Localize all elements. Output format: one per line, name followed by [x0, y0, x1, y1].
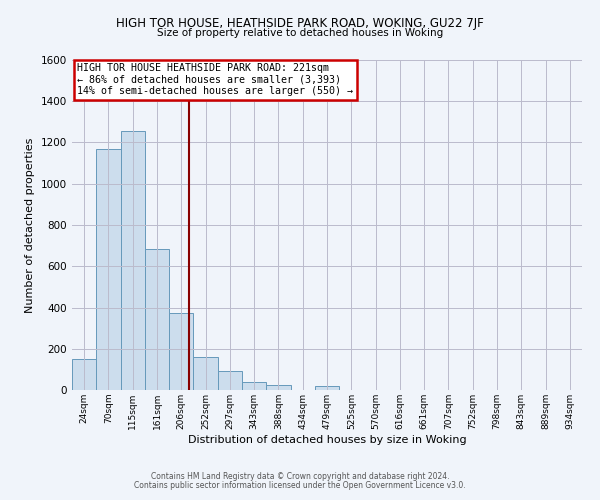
Y-axis label: Number of detached properties: Number of detached properties — [25, 138, 35, 312]
Bar — [266, 386, 290, 390]
Bar — [315, 386, 339, 390]
Text: Contains public sector information licensed under the Open Government Licence v3: Contains public sector information licen… — [134, 481, 466, 490]
Bar — [193, 357, 218, 390]
Text: Size of property relative to detached houses in Woking: Size of property relative to detached ho… — [157, 28, 443, 38]
Bar — [169, 312, 193, 390]
Bar — [218, 372, 242, 390]
Text: HIGH TOR HOUSE, HEATHSIDE PARK ROAD, WOKING, GU22 7JF: HIGH TOR HOUSE, HEATHSIDE PARK ROAD, WOK… — [116, 18, 484, 30]
X-axis label: Distribution of detached houses by size in Woking: Distribution of detached houses by size … — [188, 434, 466, 444]
Bar — [242, 382, 266, 390]
Text: HIGH TOR HOUSE HEATHSIDE PARK ROAD: 221sqm
← 86% of detached houses are smaller : HIGH TOR HOUSE HEATHSIDE PARK ROAD: 221s… — [77, 64, 353, 96]
Bar — [96, 148, 121, 390]
Bar — [121, 131, 145, 390]
Text: Contains HM Land Registry data © Crown copyright and database right 2024.: Contains HM Land Registry data © Crown c… — [151, 472, 449, 481]
Bar — [72, 359, 96, 390]
Bar — [145, 248, 169, 390]
